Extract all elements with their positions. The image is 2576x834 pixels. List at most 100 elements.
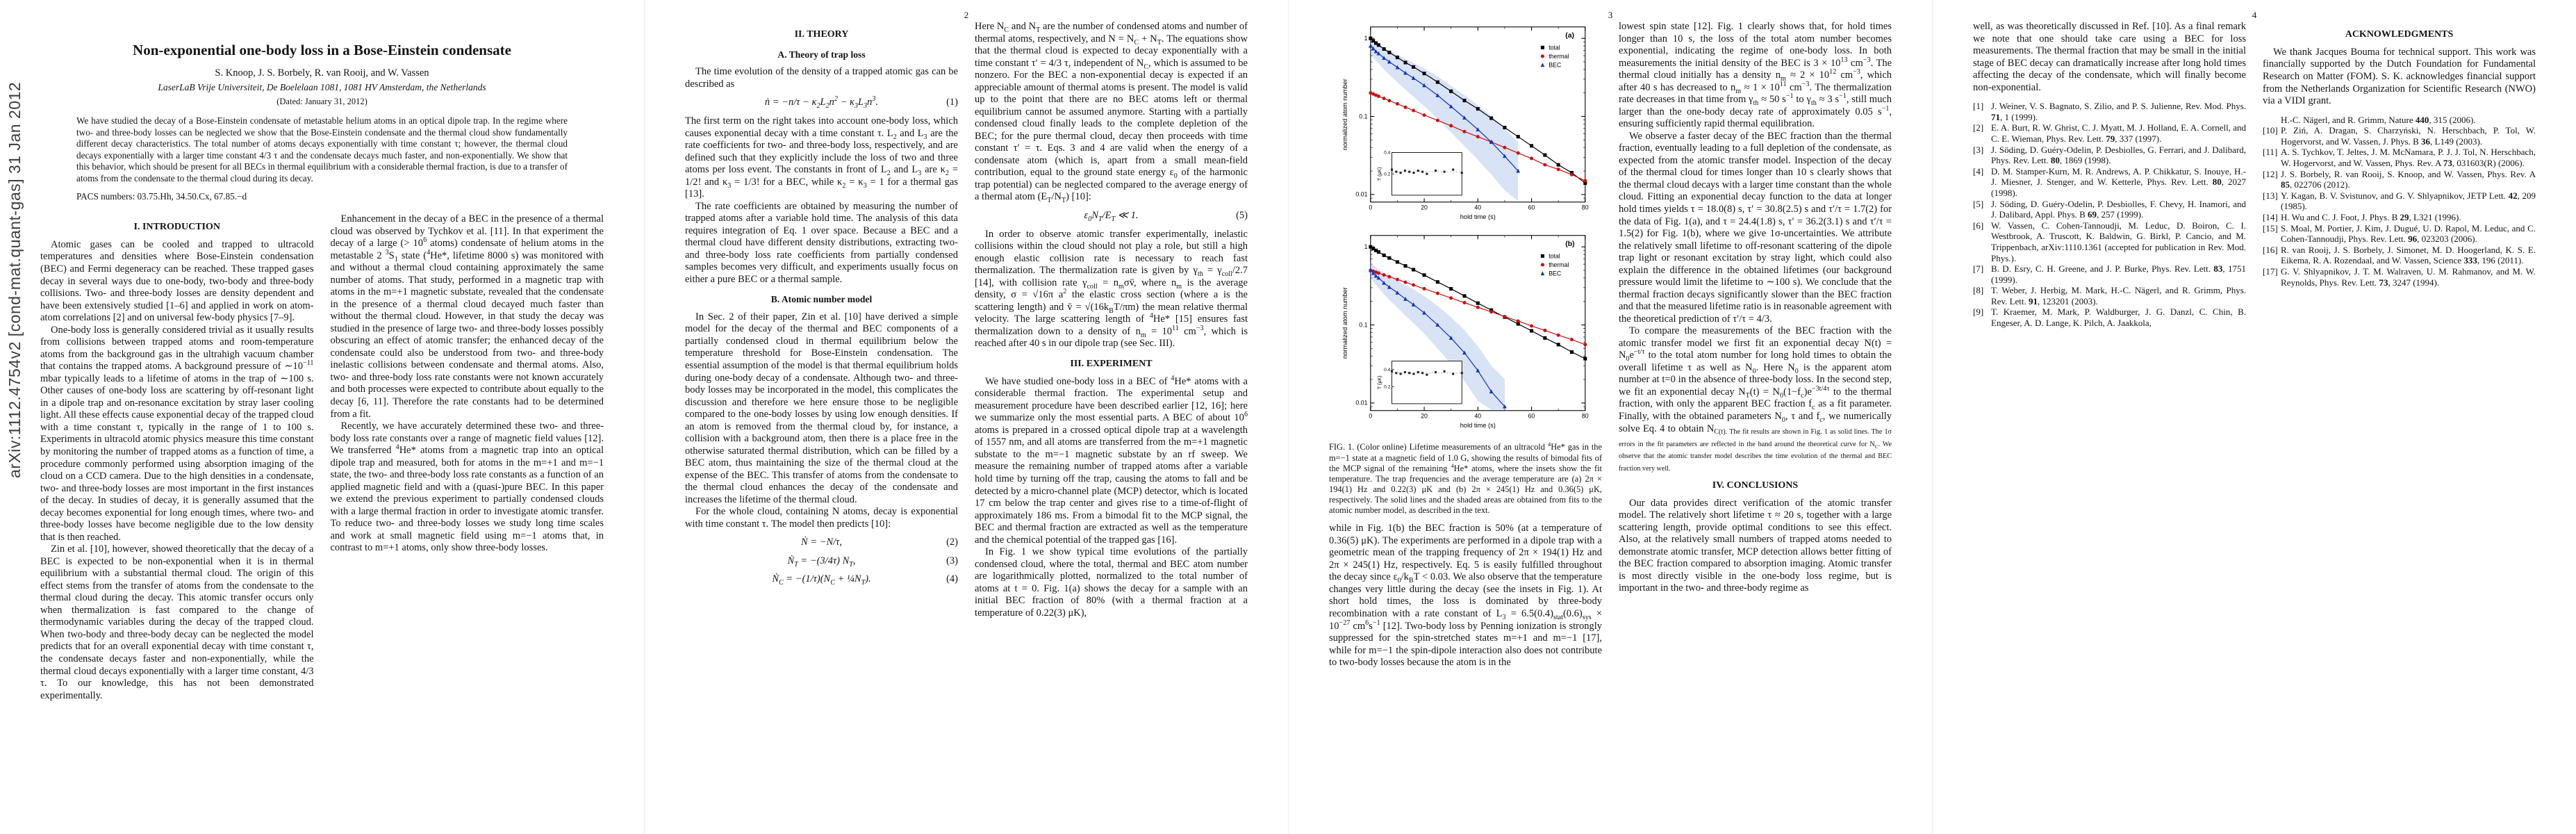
reference-number: [12] bbox=[2263, 168, 2278, 179]
section-heading-conclusions: IV. CONCLUSIONS bbox=[1712, 480, 1799, 491]
section-heading-theory: II. THEORY bbox=[794, 29, 849, 40]
reference-item: [12] J. S. Borbely, R. van Rooij, S. Knoo… bbox=[2263, 169, 2536, 190]
page1-column-2: Enhancement in the decay of a BEC in the… bbox=[331, 213, 604, 702]
equation-4-number: (4) bbox=[946, 573, 958, 585]
svg-text:0: 0 bbox=[1369, 204, 1372, 211]
reference-item: H.-C. Nägerl, and R. Grimm, Nature 440, … bbox=[2263, 115, 2536, 126]
reference-number: [16] bbox=[2263, 244, 2278, 255]
svg-text:(a): (a) bbox=[1565, 32, 1574, 40]
equation-2-number: (2) bbox=[946, 537, 958, 548]
paper-date-line: (Dated: January 31, 2012) bbox=[276, 97, 368, 106]
svg-text:0.01: 0.01 bbox=[1355, 191, 1367, 198]
equation-3: ṄT = −(3/4τ) NT, (3) bbox=[685, 555, 958, 568]
svg-text:40: 40 bbox=[1474, 204, 1481, 211]
reference-item: [11] A. S. Tychkov, T. Jeltes, J. M. McNa… bbox=[2263, 147, 2536, 168]
page3-columns: 1 0.1 0.01 0 20 40 60 80 normalized atom number h… bbox=[1329, 21, 1892, 669]
paragraph: Our data provides direct verification of… bbox=[1619, 497, 1892, 594]
equation-2: Ṅ = −N/τ, (2) bbox=[685, 537, 958, 549]
svg-text:thermal: thermal bbox=[1549, 53, 1569, 60]
reference-text: E. A. Burt, R. W. Ghrist, C. J. Myatt, M… bbox=[1991, 122, 2246, 144]
svg-text:normalized atom number: normalized atom number bbox=[1341, 288, 1348, 359]
svg-text:T (μK): T (μK) bbox=[1377, 376, 1382, 390]
svg-text:0.1: 0.1 bbox=[1359, 322, 1367, 329]
reference-number: [11] bbox=[2263, 147, 2278, 158]
reference-item: [8] T. Weber, J. Herbig, M. Mark, H.-C. N… bbox=[1973, 285, 2246, 306]
reference-text: B. D. Esry, C. H. Greene, and J. P. Burk… bbox=[1991, 263, 2246, 285]
section-heading-experiment: III. EXPERIMENT bbox=[1070, 358, 1153, 369]
svg-text:hold time (s): hold time (s) bbox=[1460, 422, 1495, 429]
equation-1: ṅ = −n/τ − κ2L2n2 − κ3L3n3. (1) bbox=[685, 96, 958, 110]
svg-text:0.4: 0.4 bbox=[1384, 151, 1390, 156]
reference-item: [14] H. Wu and C. J. Foot, J. Phys. B 29,… bbox=[2263, 212, 2536, 223]
svg-text:80: 80 bbox=[1582, 204, 1589, 211]
reference-number: [1] bbox=[1973, 101, 1984, 112]
reference-text: H. Wu and C. J. Foot, J. Phys. B 29, L32… bbox=[2281, 211, 2461, 222]
svg-text:60: 60 bbox=[1528, 204, 1535, 211]
page3-column-1: 1 0.1 0.01 0 20 40 60 80 normalized atom number h… bbox=[1329, 21, 1602, 669]
reference-number: [2] bbox=[1973, 122, 1984, 133]
svg-text:(b): (b) bbox=[1565, 240, 1574, 248]
paragraph: We have studied one-body loss in a BEC o… bbox=[975, 374, 1248, 546]
paragraph: We thank Jacques Bouma for technical sup… bbox=[2263, 46, 2536, 107]
page4-columns: well, as was theoretically discussed in … bbox=[1973, 21, 2536, 329]
svg-text:0.1: 0.1 bbox=[1359, 113, 1367, 120]
page2-column-1: II. THEORY A. Theory of trap loss The ti… bbox=[685, 21, 958, 619]
svg-text:hold time (s): hold time (s) bbox=[1460, 213, 1495, 220]
page-number: 3 bbox=[1608, 10, 1613, 20]
paragraph: The first term on the right takes into a… bbox=[685, 115, 958, 200]
svg-text:total: total bbox=[1549, 253, 1560, 260]
reference-number: [3] bbox=[1973, 144, 1984, 155]
paragraph: The time evolution of the density of a t… bbox=[685, 66, 958, 90]
paper-authors: S. Knoop, J. S. Borbely, R. van Rooij, a… bbox=[215, 67, 429, 79]
section-heading-introduction: I. INTRODUCTION bbox=[133, 222, 220, 232]
figure-1b-lifetime-plot: 1 0.1 0.010 20 40 60 80 normalized atom number h… bbox=[1341, 235, 1588, 429]
paragraph: For the whole cloud, containing N atoms,… bbox=[685, 506, 958, 530]
paragraph: Enhancement in the decay of a BEC in the… bbox=[330, 213, 604, 420]
reference-number: [9] bbox=[1973, 306, 1984, 318]
svg-text:T (μK): T (μK) bbox=[1377, 167, 1382, 181]
paper-title: Non-exponential one-body loss in a Bose-… bbox=[133, 42, 511, 58]
page4-column-1: well, as was theoretically discussed in … bbox=[1973, 21, 2246, 329]
svg-text:BEC: BEC bbox=[1549, 270, 1561, 277]
reference-text: J. Weiner, V. S. Bagnato, S. Zilio, and … bbox=[1991, 101, 2246, 122]
reference-number: [14] bbox=[2263, 211, 2278, 222]
page-1: arXiv:1112.4754v2 [cond-mat.quant-gas] 3… bbox=[0, 0, 644, 834]
arxiv-watermark: arXiv:1112.4754v2 [cond-mat.quant-gas] 3… bbox=[6, 81, 24, 478]
page1-column-1: I. INTRODUCTION Atomic gases can be cool… bbox=[40, 213, 314, 702]
subsection-heading-atomic-number-model: B. Atomic number model bbox=[770, 294, 873, 305]
reference-number: [7] bbox=[1973, 263, 1984, 275]
reference-item: [6] W. Vassen, C. Cohen-Tannoudji, M. Led… bbox=[1973, 220, 2246, 263]
figure-1-caption: FIG. 1. (Color online) Lifetime measurem… bbox=[1329, 441, 1602, 516]
reference-list-part-2: H.-C. Nägerl, and R. Grimm, Nature 440, … bbox=[2263, 115, 2536, 288]
svg-text:0.2: 0.2 bbox=[1384, 385, 1390, 390]
reference-item: [13] Y. Kagan, B. V. Svistunov, and G. V.… bbox=[2263, 190, 2536, 212]
reference-text: A. S. Tychkov, T. Jeltes, J. M. McNamara… bbox=[2281, 147, 2536, 168]
reference-item: [15] S. Moal, M. Portier, J. Kim, J. Dugu… bbox=[2263, 223, 2536, 245]
svg-text:0.01: 0.01 bbox=[1355, 400, 1367, 407]
equation-5-body: ε0NT/ET ≪ 1. bbox=[1084, 209, 1139, 223]
reference-text: G. V. Shlyapnikov, J. T. M. Walraven, U.… bbox=[2281, 265, 2536, 288]
reference-text: W. Vassen, C. Cohen-Tannoudji, M. Leduc,… bbox=[1991, 220, 2246, 263]
reference-text: J. Söding, D. Guéry-Odelin, P. Desbiolle… bbox=[1991, 198, 2246, 220]
svg-text:BEC: BEC bbox=[1549, 62, 1561, 69]
reference-text: R. van Rooij, J. S. Borbely, J. Simonet,… bbox=[2281, 244, 2536, 266]
paragraph: One-body loss is generally considered tr… bbox=[40, 324, 314, 543]
reference-number: [5] bbox=[1973, 198, 1984, 209]
reference-text: P. Ziń, A. Dragan, S. Charzyński, N. Her… bbox=[2281, 125, 2536, 147]
reference-item: [1] J. Weiner, V. S. Bagnato, S. Zilio, a… bbox=[1973, 101, 2246, 122]
reference-text: H.-C. Nägerl, and R. Grimm, Nature 440, … bbox=[2281, 114, 2476, 125]
page3-column-2: lowest spin state [12]. Fig. 1 clearly s… bbox=[1619, 21, 1892, 669]
reference-number: [6] bbox=[1973, 220, 1984, 231]
paragraph: In Fig. 1 we show typical time evolution… bbox=[975, 546, 1248, 619]
svg-text:0.4: 0.4 bbox=[1384, 368, 1390, 373]
reference-item: [9] T. Kraemer, M. Mark, P. Waldburger, J… bbox=[1973, 306, 2246, 328]
paragraph: Here NC and NT are the number of condens… bbox=[975, 21, 1248, 205]
svg-text:0.2: 0.2 bbox=[1384, 172, 1390, 177]
equation-4-body: ṄC = −(1/τ)(NC + ¼NT). bbox=[772, 573, 871, 587]
paragraph: well, as was theoretically discussed in … bbox=[1973, 21, 2246, 93]
reference-number: [13] bbox=[2263, 190, 2278, 201]
paragraph: while in Fig. 1(b) the BEC fraction is 5… bbox=[1329, 523, 1603, 669]
page-number: 4 bbox=[2252, 10, 2257, 20]
svg-text:thermal: thermal bbox=[1549, 261, 1569, 268]
reference-text: T. Kraemer, M. Mark, P. Waldburger, J. G… bbox=[1991, 306, 2246, 329]
